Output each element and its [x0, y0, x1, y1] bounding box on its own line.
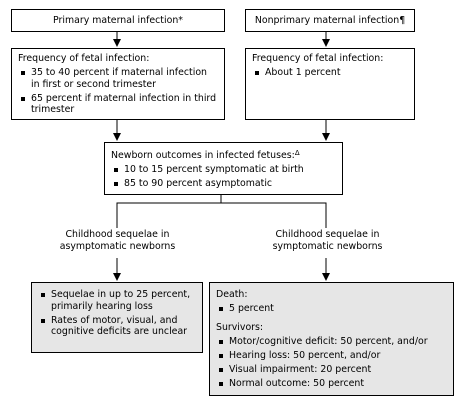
list-item: 65 percent if maternal infection in thir… [18, 93, 218, 116]
newborn-outcomes-title: Newborn outcomes in infected fetuses: [111, 150, 295, 161]
list-item: Sequelae in up to 25 percent, primarily … [38, 289, 196, 312]
newborn-outcomes-box: Newborn outcomes in infected fetuses:Δ 1… [104, 142, 343, 195]
nonprimary-frequency-list: About 1 percent [252, 67, 408, 79]
list-item: 10 to 15 percent symptomatic at birth [111, 164, 336, 176]
list-item: Rates of motor, visual, and cognitive de… [38, 315, 196, 338]
primary-frequency-box: Frequency of fetal infection: 35 to 40 p… [11, 48, 225, 120]
newborn-outcomes-list: 10 to 15 percent symptomatic at birth 85… [111, 164, 336, 190]
primary-infection-box: Primary maternal infection * [11, 9, 225, 32]
primary-frequency-list: 35 to 40 percent if maternal infection i… [18, 67, 218, 116]
survivors-list: Motor/cognitive deficit: 50 percent, and… [216, 336, 447, 390]
list-item: Visual impairment: 20 percent [216, 364, 447, 376]
asymptomatic-branch-label: Childhood sequelae in asymptomatic newbo… [59, 229, 176, 252]
list-item: Normal outcome: 50 percent [216, 378, 447, 390]
nonprimary-infection-label: Nonprimary maternal infection [254, 15, 400, 26]
symptomatic-branch-label: Childhood sequelae in symptomatic newbor… [272, 229, 383, 252]
primary-footnote-mark: * [178, 15, 183, 26]
nonprimary-footnote-mark: ¶ [399, 15, 406, 26]
primary-infection-label: Primary maternal infection [53, 15, 179, 26]
newborn-outcomes-heading: Newborn outcomes in infected fetuses:Δ [111, 147, 336, 162]
death-title: Death: [216, 289, 248, 300]
list-item: Hearing loss: 50 percent, and/or [216, 350, 447, 362]
nonprimary-infection-box: Nonprimary maternal infection ¶ [245, 9, 415, 32]
list-item: 35 to 40 percent if maternal infection i… [18, 67, 218, 90]
primary-frequency-title: Frequency of fetal infection: [18, 53, 150, 64]
list-item: About 1 percent [252, 67, 408, 79]
branch-connector [116, 202, 327, 228]
symptomatic-sequelae-box: Death: 5 percent Survivors: Motor/cognit… [209, 282, 454, 396]
asymptomatic-sequelae-list: Sequelae in up to 25 percent, primarily … [38, 289, 196, 338]
list-item: Motor/cognitive deficit: 50 percent, and… [216, 336, 447, 348]
newborn-footnote-mark: Δ [294, 149, 300, 157]
death-list: 5 percent [216, 303, 447, 315]
survivors-title: Survivors: [216, 321, 264, 333]
list-item: 85 to 90 percent asymptomatic [111, 178, 336, 190]
nonprimary-frequency-box: Frequency of fetal infection: About 1 pe… [245, 48, 415, 120]
asymptomatic-sequelae-box: Sequelae in up to 25 percent, primarily … [31, 282, 203, 353]
nonprimary-frequency-title: Frequency of fetal infection: [252, 53, 384, 64]
list-item: 5 percent [216, 303, 447, 315]
